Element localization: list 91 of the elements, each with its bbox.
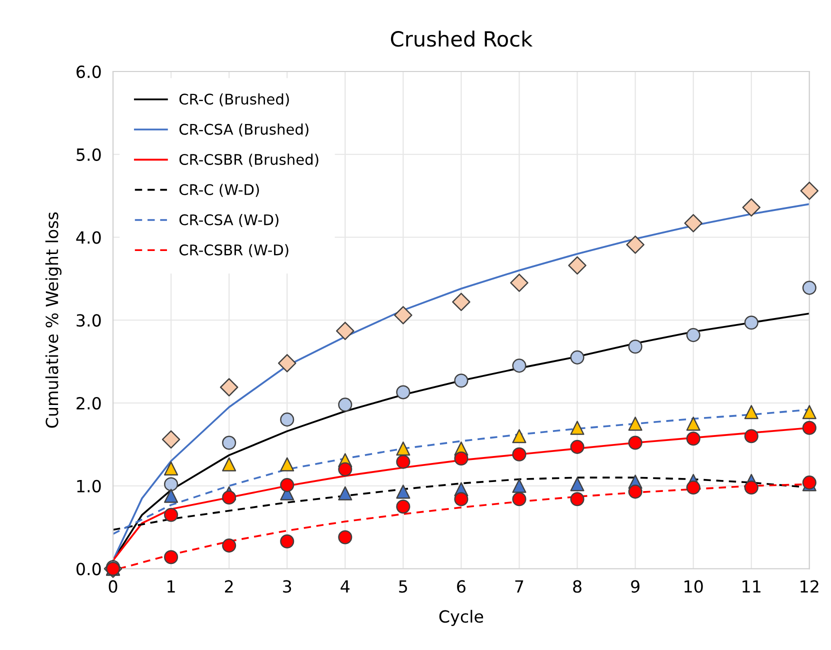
point [280, 478, 294, 492]
point [338, 530, 352, 544]
y-tick-label: 4.0 [76, 231, 101, 244]
point [280, 412, 294, 427]
point [222, 538, 236, 553]
point [568, 256, 586, 275]
point [280, 457, 294, 472]
point [164, 508, 178, 522]
point [802, 420, 816, 435]
point [512, 447, 526, 462]
x-tick-label: 7 [515, 580, 524, 593]
point [452, 292, 470, 312]
point [510, 274, 528, 292]
x-tick-label: 11 [742, 580, 760, 593]
point [744, 480, 758, 495]
point [686, 328, 700, 342]
point [512, 429, 526, 444]
point [626, 236, 644, 254]
point [454, 452, 468, 466]
point [162, 430, 180, 449]
x-tick-label: 9 [631, 580, 640, 593]
y-axis-title: Cumulative % Weight loss [45, 212, 62, 428]
point [570, 477, 584, 492]
point [686, 480, 700, 495]
point [336, 322, 354, 340]
point [686, 432, 700, 446]
x-tick-label: 0 [108, 580, 118, 593]
point [744, 405, 758, 420]
point [570, 492, 584, 506]
point [222, 490, 236, 505]
legend-label: CR-C (W-D) [179, 184, 259, 197]
point [512, 358, 526, 373]
legend-label: CR-CSBR (W-D) [179, 244, 288, 258]
point [628, 416, 642, 431]
x-tick-label: 3 [283, 580, 292, 593]
point [164, 461, 178, 476]
point [220, 378, 238, 396]
point [512, 492, 526, 506]
point [802, 280, 816, 295]
y-tick-label: 2.0 [76, 396, 101, 410]
point [396, 454, 410, 469]
point [164, 550, 178, 564]
point [800, 182, 819, 200]
legend-label: CR-C (Brushed) [179, 93, 289, 106]
point [338, 486, 352, 500]
point [164, 488, 178, 503]
x-axis-title: Cycle [439, 610, 484, 626]
point [744, 429, 758, 444]
point [570, 350, 584, 364]
x-tick-label: 4 [340, 580, 350, 593]
point [278, 354, 296, 372]
y-tick-label: 6.0 [76, 65, 101, 78]
y-tick-label: 1.0 [77, 480, 101, 492]
x-tick-label: 1 [168, 580, 175, 593]
point [396, 484, 410, 499]
y-tick-label: 0.0 [76, 562, 101, 576]
chart-title: Crushed Rock [390, 30, 533, 47]
x-tick-label: 6 [457, 580, 466, 593]
point [454, 374, 468, 388]
point [684, 214, 702, 232]
point [338, 462, 352, 476]
x-tick-label: 8 [573, 580, 582, 593]
legend-label: CR-CSBR (Brushed) [179, 154, 318, 167]
point [628, 484, 642, 499]
point [628, 340, 642, 354]
point [396, 500, 410, 514]
y-tick-label: 3.0 [76, 314, 101, 327]
point [222, 457, 236, 472]
point [164, 477, 178, 492]
point [222, 436, 236, 450]
point [744, 316, 758, 330]
x-tick-label: 12 [800, 580, 818, 593]
x-tick-label: 10 [684, 580, 703, 593]
legend-label: CR-CSA (Brushed) [179, 124, 308, 137]
point [512, 478, 526, 493]
point [396, 385, 410, 400]
point [742, 198, 760, 217]
x-tick-label: 2 [225, 580, 233, 593]
point [570, 440, 584, 454]
point [686, 416, 700, 431]
point [280, 534, 294, 548]
x-tick-label: 5 [399, 580, 408, 593]
legend-label: CR-CSA (W-D) [179, 214, 278, 227]
point [628, 436, 642, 450]
point [454, 492, 468, 506]
point [396, 442, 410, 456]
point [338, 398, 352, 412]
y-tick-label: 5.0 [76, 148, 101, 161]
point [570, 420, 584, 435]
point [802, 405, 816, 420]
point [394, 306, 412, 324]
